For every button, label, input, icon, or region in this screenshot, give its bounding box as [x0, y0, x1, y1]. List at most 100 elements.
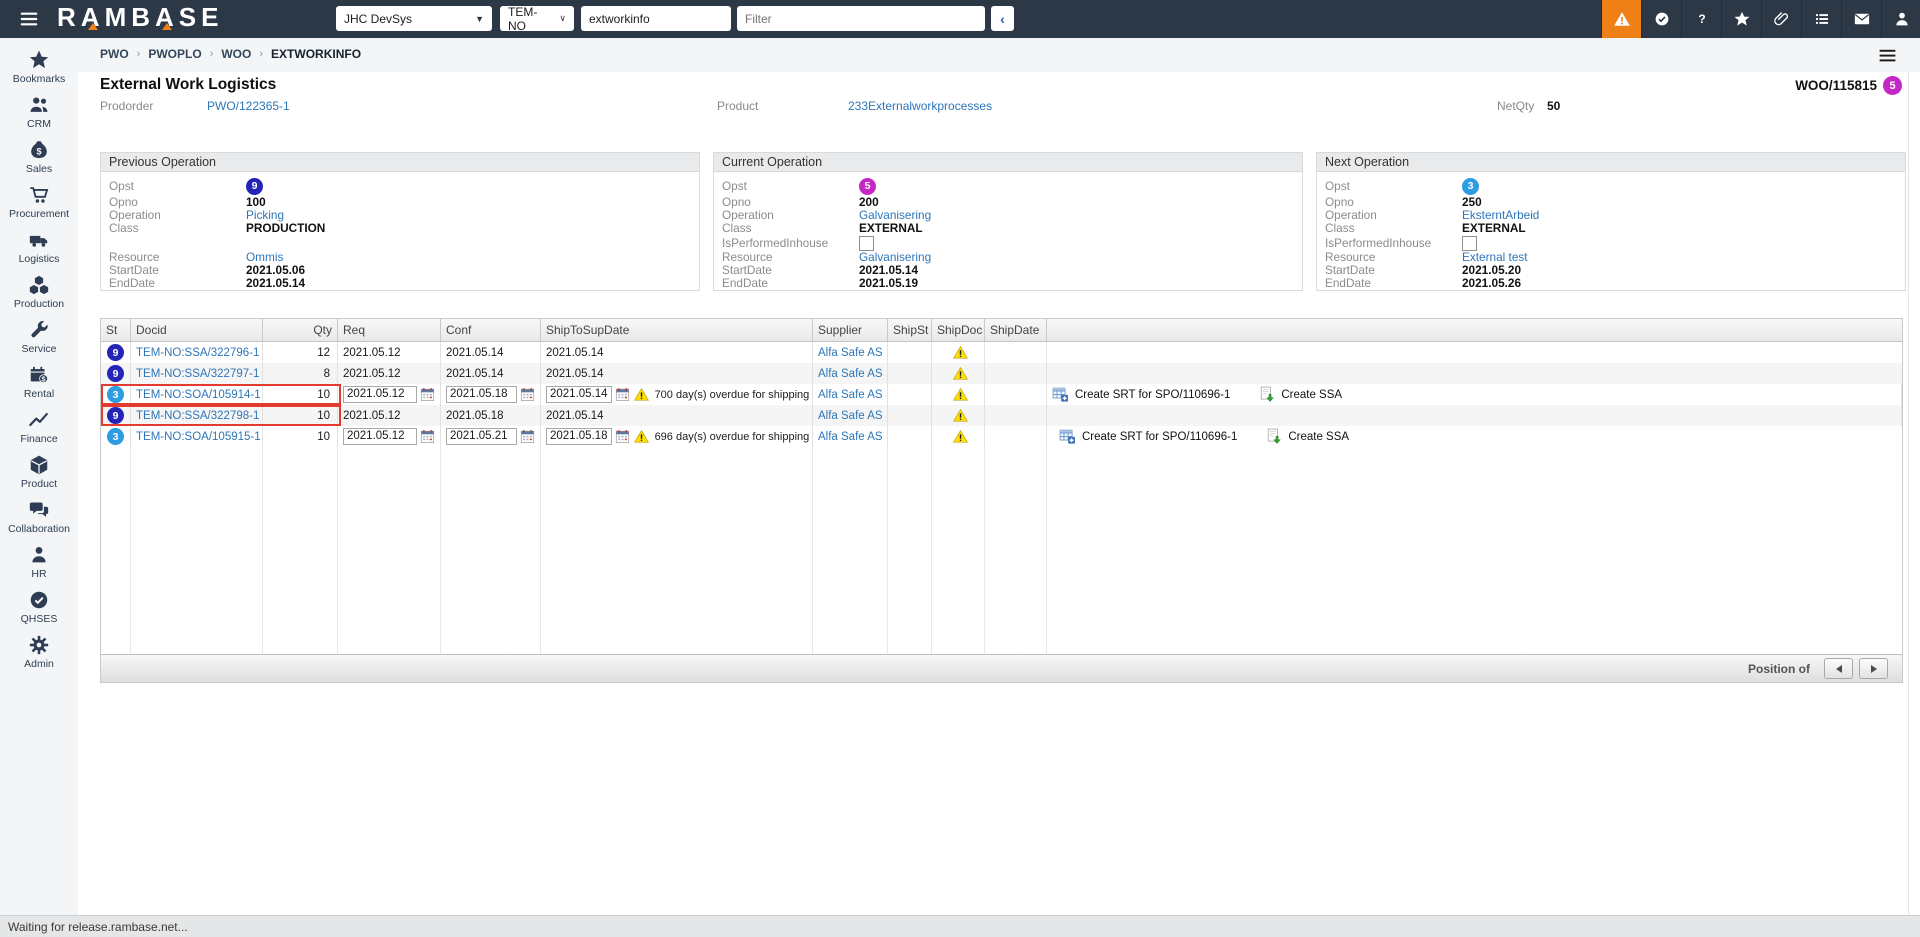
actions-cell — [1047, 342, 1902, 363]
user-icon-button[interactable] — [1881, 0, 1920, 38]
req-value: 2021.05.12 — [343, 346, 401, 359]
docid-link[interactable]: TEM-NO:SOA/105914-1 — [136, 388, 261, 401]
warning-icon[interactable] — [952, 408, 968, 423]
column-header-qty[interactable]: Qty — [263, 319, 338, 341]
conf-input[interactable]: 2021.05.21 — [446, 428, 517, 445]
calendar-icon[interactable] — [520, 429, 535, 444]
column-header-supplier[interactable]: Supplier — [813, 319, 888, 341]
shiptosupdate-input[interactable]: 2021.05.18 — [546, 428, 612, 445]
sidebar-item-service[interactable]: Service — [0, 314, 78, 359]
filter-input[interactable] — [737, 6, 985, 31]
resource-link[interactable]: External test — [1462, 250, 1528, 264]
sidebar-item-product[interactable]: Product — [0, 449, 78, 494]
sidebar-item-bookmarks[interactable]: Bookmarks — [0, 44, 78, 89]
supplier-link[interactable]: Alfa Safe AS — [818, 367, 883, 380]
column-header-shipst[interactable]: ShipSt — [888, 319, 932, 341]
database-select[interactable]: TEM-NO ∨ — [500, 5, 574, 33]
req-input[interactable]: 2021.05.12 — [343, 386, 417, 403]
context-menu-icon[interactable] — [1877, 45, 1898, 66]
sidebar-item-label: Logistics — [18, 252, 60, 265]
sidebar-item-finance[interactable]: Finance — [0, 404, 78, 449]
supplier-cell: Alfa Safe AS — [813, 363, 888, 384]
sidebar-item-hr[interactable]: HR — [0, 539, 78, 584]
scroll-track[interactable] — [1908, 72, 1909, 915]
enddate-value: 2021.05.26 — [1462, 276, 1522, 290]
supplier-link[interactable]: Alfa Safe AS — [818, 409, 883, 422]
favorites-icon-button[interactable] — [1721, 0, 1761, 38]
operation-link[interactable]: Picking — [246, 208, 285, 222]
sidebar-item-collaboration[interactable]: Collaboration — [0, 494, 78, 539]
column-header-docid[interactable]: Docid — [131, 319, 263, 341]
resource-link[interactable]: Galvanisering — [859, 250, 932, 264]
help-icon-button[interactable]: ? — [1681, 0, 1721, 38]
sidebar-item-logistics[interactable]: Logistics — [0, 224, 78, 269]
warning-icon[interactable] — [952, 387, 968, 402]
calendar-icon[interactable] — [615, 429, 630, 444]
docid-link[interactable]: TEM-NO:SSA/322798-1 — [136, 409, 260, 422]
sidebar-item-rental[interactable]: $ Rental — [0, 359, 78, 404]
prodorder-link[interactable]: PWO/122365-1 — [207, 99, 290, 113]
docid-cell: TEM-NO:SSA/322797-1 — [131, 363, 263, 384]
warning-icon[interactable] — [952, 366, 968, 381]
product-link[interactable]: 233Externalworkprocesses — [848, 99, 993, 113]
alert-icon-button[interactable] — [1601, 0, 1641, 38]
isperformedinhouse-checkbox[interactable] — [859, 235, 874, 251]
isperformedinhouse-checkbox[interactable] — [1462, 235, 1477, 251]
sidebar-item-sales[interactable]: $ Sales — [0, 134, 78, 179]
program-input[interactable] — [581, 6, 731, 31]
breadcrumb-item-woo[interactable]: WOO — [221, 47, 252, 61]
sidebar-item-procurement[interactable]: Procurement — [0, 179, 78, 224]
sidebar-item-crm[interactable]: CRM — [0, 89, 78, 134]
supplier-link[interactable]: Alfa Safe AS — [818, 388, 883, 401]
warning-icon[interactable] — [952, 429, 968, 444]
shiptosupdate-cell: 2021.05.14 — [541, 342, 813, 363]
column-header-conf[interactable]: Conf — [441, 319, 541, 341]
rambase-logo[interactable]: RAMBASE — [57, 2, 224, 32]
collapse-button[interactable]: ‹ — [991, 6, 1014, 31]
sidebar-item-admin[interactable]: Admin — [0, 629, 78, 674]
resource-link[interactable]: Ommis — [246, 250, 284, 264]
calendar-icon[interactable] — [520, 387, 535, 402]
shiptosupdate-input[interactable]: 2021.05.14 — [546, 386, 612, 403]
attachment-icon-button[interactable] — [1761, 0, 1801, 38]
supplier-link[interactable]: Alfa Safe AS — [818, 430, 883, 443]
previous-position-button[interactable] — [1824, 658, 1853, 679]
shipdoc-cell — [932, 426, 985, 447]
operation-link[interactable]: Galvanisering — [859, 208, 932, 222]
approval-icon-button[interactable] — [1641, 0, 1681, 38]
create-ssa-action[interactable]: Create SSA — [1258, 386, 1342, 403]
class-value: EXTERNAL — [1462, 221, 1526, 235]
create-srt-action[interactable]: Create SRT for SPO/110696-1 — [1059, 428, 1237, 445]
req-input[interactable]: 2021.05.12 — [343, 428, 417, 445]
docid-link[interactable]: TEM-NO:SOA/105915-1 — [136, 430, 261, 443]
breadcrumb-item-pwo[interactable]: PWO — [100, 47, 129, 61]
create-ssa-action[interactable]: Create SSA — [1265, 428, 1349, 445]
column-header-shiptosupdate[interactable]: ShipToSupDate — [541, 319, 813, 341]
sidebar-item-qhses[interactable]: QHSES — [0, 584, 78, 629]
docid-link[interactable]: TEM-NO:SSA/322796-1 — [136, 346, 260, 359]
top-bar: RAMBASE JHC DevSys ▼ TEM-NO ∨ ‹ ? — [0, 0, 1920, 38]
next-position-button[interactable] — [1859, 658, 1888, 679]
mail-icon-button[interactable] — [1841, 0, 1881, 38]
shiptosupdate-cell: 2021.05.14 — [541, 363, 813, 384]
calendar-icon[interactable] — [420, 387, 435, 402]
hamburger-menu-icon[interactable] — [18, 8, 40, 30]
sidebar-item-production[interactable]: Production — [0, 269, 78, 314]
table-empty-area — [101, 447, 1902, 654]
breadcrumb-item-pwoplo[interactable]: PWOPLO — [148, 47, 202, 61]
calendar-icon[interactable] — [615, 387, 630, 402]
column-header-req[interactable]: Req — [338, 319, 441, 341]
tasks-icon-button[interactable] — [1801, 0, 1841, 38]
operation-link[interactable]: EksterntArbeid — [1462, 208, 1540, 222]
environment-select[interactable]: JHC DevSys ▼ — [336, 6, 492, 31]
column-header-shipdate[interactable]: ShipDate — [985, 319, 1047, 341]
column-header-st[interactable]: St — [101, 319, 131, 341]
create-srt-action[interactable]: Create SRT for SPO/110696-1 — [1052, 386, 1230, 403]
warning-icon[interactable] — [952, 345, 968, 360]
docid-link[interactable]: TEM-NO:SSA/322797-1 — [136, 367, 260, 380]
breadcrumb-item-extworkinfo[interactable]: EXTWORKINFO — [271, 47, 362, 61]
conf-input[interactable]: 2021.05.18 — [446, 386, 517, 403]
column-header-shipdoc[interactable]: ShipDoc — [932, 319, 985, 341]
supplier-link[interactable]: Alfa Safe AS — [818, 346, 883, 359]
calendar-icon[interactable] — [420, 429, 435, 444]
